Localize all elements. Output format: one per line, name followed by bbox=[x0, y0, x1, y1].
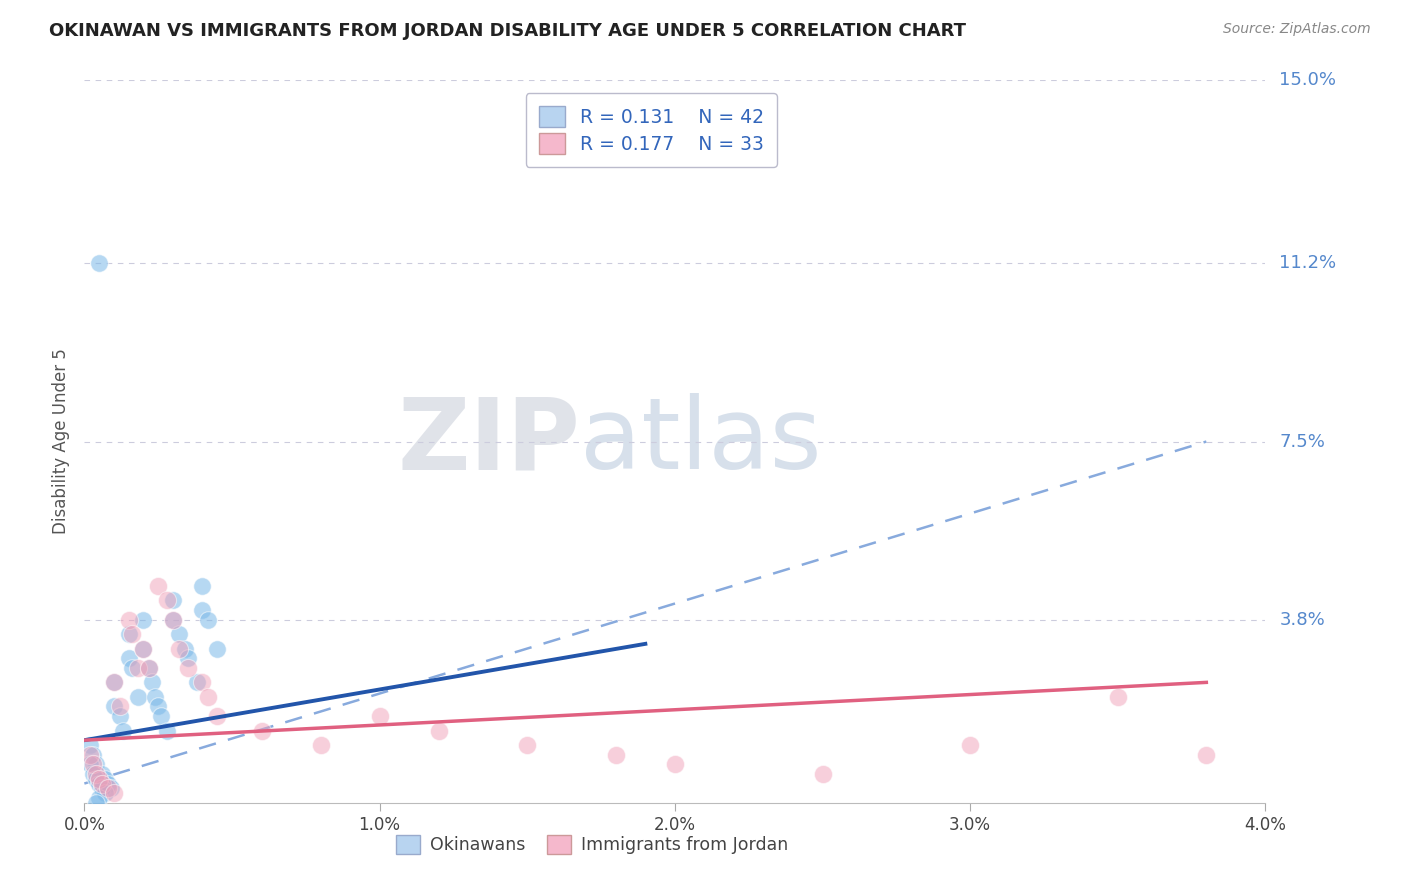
Point bbox=[162, 613, 184, 627]
Point bbox=[103, 786, 125, 800]
Point bbox=[97, 781, 120, 796]
Point bbox=[118, 627, 141, 641]
Point bbox=[84, 767, 107, 781]
Point bbox=[100, 781, 122, 796]
Text: 7.5%: 7.5% bbox=[1279, 433, 1326, 450]
Text: ZIP: ZIP bbox=[398, 393, 581, 490]
Point bbox=[87, 776, 111, 790]
Point bbox=[132, 641, 155, 656]
Point bbox=[186, 675, 208, 690]
Point bbox=[207, 709, 229, 723]
Point bbox=[87, 256, 111, 270]
Point bbox=[82, 767, 104, 781]
Point bbox=[82, 747, 104, 762]
Point bbox=[84, 796, 107, 810]
Point bbox=[97, 776, 120, 790]
Point bbox=[197, 613, 219, 627]
Point bbox=[1195, 747, 1218, 762]
Point bbox=[156, 723, 179, 738]
Point bbox=[177, 651, 200, 665]
Point bbox=[427, 723, 450, 738]
Point bbox=[121, 661, 143, 675]
Point bbox=[91, 776, 114, 790]
Y-axis label: Disability Age Under 5: Disability Age Under 5 bbox=[52, 349, 70, 534]
Point bbox=[138, 661, 160, 675]
Point bbox=[118, 651, 141, 665]
Point bbox=[94, 772, 117, 786]
Point bbox=[162, 593, 184, 607]
Point bbox=[605, 747, 627, 762]
Text: Source: ZipAtlas.com: Source: ZipAtlas.com bbox=[1223, 22, 1371, 37]
Point bbox=[811, 767, 834, 781]
Legend: Okinawans, Immigrants from Jordan: Okinawans, Immigrants from Jordan bbox=[387, 826, 797, 863]
Point bbox=[250, 723, 273, 738]
Point bbox=[127, 661, 149, 675]
Point bbox=[156, 593, 179, 607]
Point bbox=[191, 579, 214, 593]
Point bbox=[959, 738, 981, 752]
Point bbox=[103, 675, 125, 690]
Point bbox=[79, 757, 101, 772]
Point bbox=[664, 757, 686, 772]
Point bbox=[309, 738, 332, 752]
Text: OKINAWAN VS IMMIGRANTS FROM JORDAN DISABILITY AGE UNDER 5 CORRELATION CHART: OKINAWAN VS IMMIGRANTS FROM JORDAN DISAB… bbox=[49, 22, 966, 40]
Point bbox=[173, 641, 195, 656]
Point bbox=[108, 709, 131, 723]
Point bbox=[143, 690, 166, 704]
Point bbox=[191, 603, 214, 617]
Point bbox=[87, 772, 111, 786]
Text: 11.2%: 11.2% bbox=[1279, 254, 1337, 272]
Point bbox=[207, 641, 229, 656]
Point bbox=[138, 661, 160, 675]
Point bbox=[167, 641, 190, 656]
Point bbox=[141, 675, 163, 690]
Point bbox=[1107, 690, 1129, 704]
Point bbox=[167, 627, 190, 641]
Point bbox=[84, 757, 107, 772]
Point bbox=[516, 738, 538, 752]
Point bbox=[94, 786, 117, 800]
Point bbox=[150, 709, 173, 723]
Text: 3.8%: 3.8% bbox=[1279, 611, 1324, 629]
Point bbox=[148, 699, 170, 714]
Point bbox=[103, 675, 125, 690]
Point bbox=[82, 757, 104, 772]
Point bbox=[368, 709, 391, 723]
Point bbox=[79, 738, 101, 752]
Point bbox=[148, 579, 170, 593]
Text: atlas: atlas bbox=[581, 393, 823, 490]
Point bbox=[84, 772, 107, 786]
Point bbox=[108, 699, 131, 714]
Point bbox=[177, 661, 200, 675]
Point bbox=[191, 675, 214, 690]
Point bbox=[87, 791, 111, 805]
Point bbox=[162, 613, 184, 627]
Point bbox=[91, 767, 114, 781]
Text: 15.0%: 15.0% bbox=[1279, 71, 1336, 89]
Point bbox=[111, 723, 134, 738]
Point bbox=[121, 627, 143, 641]
Point bbox=[197, 690, 219, 704]
Point bbox=[118, 613, 141, 627]
Point bbox=[91, 781, 114, 796]
Point bbox=[79, 747, 101, 762]
Point bbox=[103, 699, 125, 714]
Point bbox=[132, 641, 155, 656]
Point bbox=[127, 690, 149, 704]
Point bbox=[132, 613, 155, 627]
